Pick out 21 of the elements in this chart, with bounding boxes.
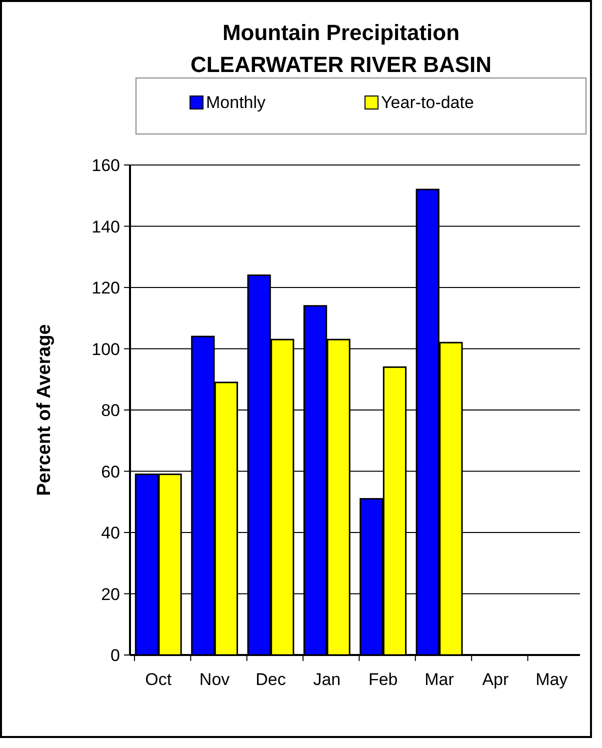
y-tick-label: 80 — [101, 401, 120, 420]
legend-label: Monthly — [206, 93, 266, 112]
x-tick-label: Jan — [313, 670, 341, 689]
x-tick-label: Mar — [424, 670, 454, 689]
x-tick-label: May — [536, 670, 568, 689]
y-tick-label: 160 — [92, 156, 120, 175]
y-tick-label: 100 — [92, 340, 120, 359]
y-tick-label: 0 — [110, 646, 120, 665]
y-tick-label: 60 — [101, 462, 120, 482]
x-tick-label: Oct — [145, 670, 172, 689]
x-tick-label: Dec — [256, 670, 286, 689]
x-tick-label: Nov — [199, 670, 230, 689]
y-tick-label: 140 — [92, 217, 120, 236]
x-tick-label: Apr — [482, 670, 510, 689]
chart-title: Mountain Precipitation CLEARWATER RIVER BASIN — [190, 20, 492, 77]
y-axis-title: Percent of Average — [34, 324, 55, 496]
y-tick-label: 120 — [92, 278, 120, 298]
x-tick-label: Feb — [368, 670, 398, 689]
y-tick-label: 20 — [101, 584, 120, 604]
legend-label: Year-to-date — [381, 93, 474, 112]
y-tick-label: 40 — [101, 524, 120, 542]
